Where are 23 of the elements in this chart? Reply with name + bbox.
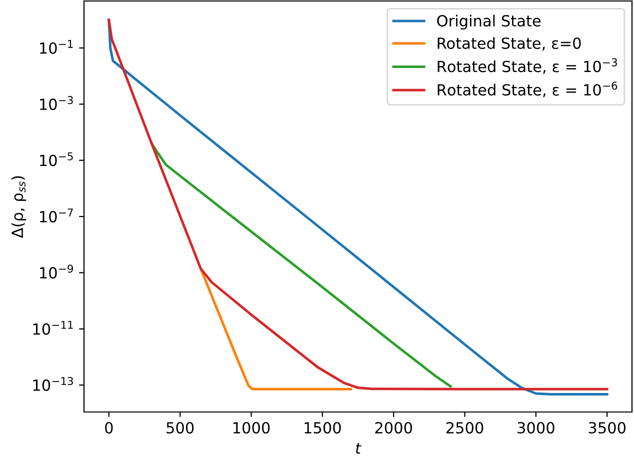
y-tick-label: 10$^{−11}$ [33,320,73,335]
y-tick-label: 10$^{−3}$ [40,96,73,110]
x-tick-label: 1000 [233,422,270,434]
legend-label: Rotated State, ε=0 [438,37,581,51]
x-tick-label: 2000 [375,422,412,434]
x-axis-title: t [356,442,362,454]
legend-label: Original State [437,14,541,30]
x-tick-label: 2500 [446,422,484,434]
line-series [199,267,352,390]
x-tick-label: 500 [166,422,194,434]
x-tick-label: 3000 [518,422,554,434]
x-tick-label: 1500 [304,422,341,434]
y-axis-title: Δ(ρ, ρ$_{ss}$) [11,176,26,238]
x-tick-label: 3500 [588,422,626,434]
y-tick-label: 10$^{−7}$ [40,208,73,222]
x-tick-label: 0 [105,422,113,434]
y-tick-label: 10$^{−1}$ [40,40,73,54]
line-series [150,142,452,388]
y-tick-label: 10$^{−13}$ [33,376,73,391]
y-tick-label: 10$^{−5}$ [40,152,73,166]
legend-label: Rotated State, ε = 10$^{−6}$ [438,82,618,98]
legend-label: Rotated State, ε = 10$^{−3}$ [438,58,617,74]
y-tick-label: 10$^{−9}$ [40,264,73,279]
